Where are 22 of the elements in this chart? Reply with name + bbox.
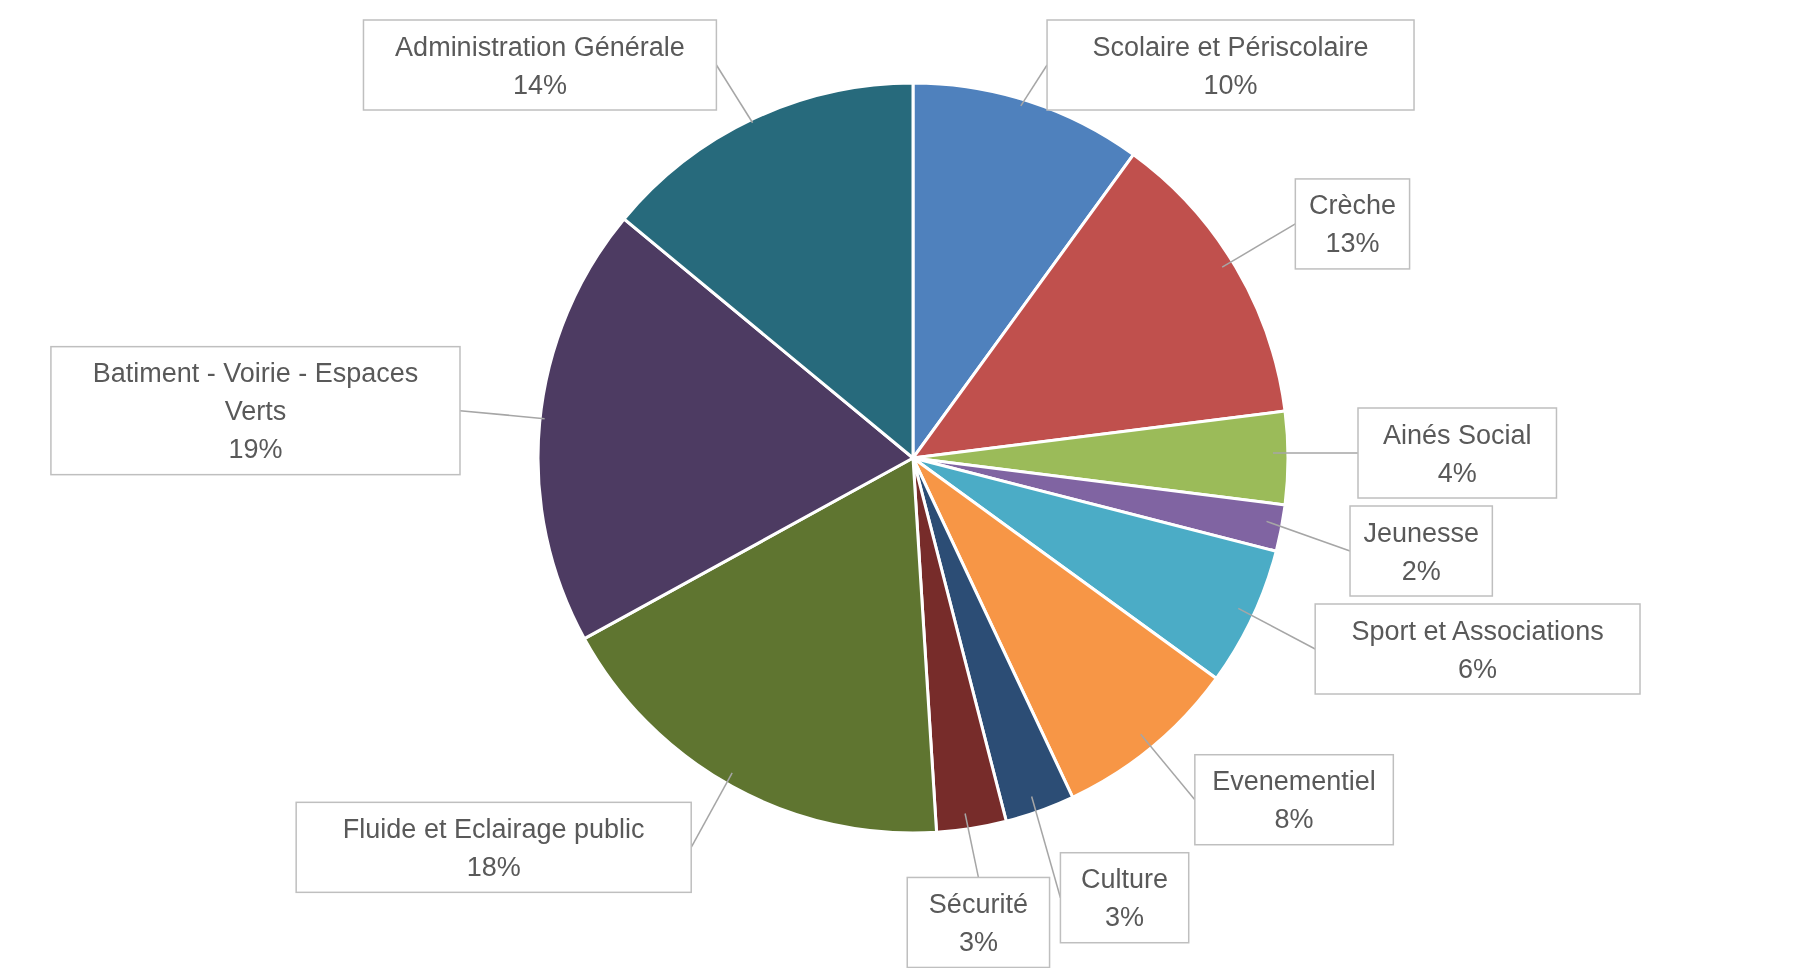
data-label: 10% [1203,69,1258,100]
slice-label: Ainés Social [1382,419,1532,450]
data-label: 14% [512,69,567,100]
data-label: 6% [1458,653,1498,684]
slice-label: Batiment - Voirie - Espaces Verts [92,358,419,427]
data-label: 2% [1401,555,1441,586]
slice-label: Jeunesse [1363,517,1479,548]
data-label: 18% [466,851,521,882]
data-label: 4% [1437,457,1477,488]
slice-label: Evenementiel [1212,766,1376,797]
slice-label: Administration Générale [395,31,685,62]
data-label: 3% [1105,902,1145,933]
slice-label: Sport et Associations [1351,615,1604,646]
data-label: 8% [1274,804,1314,835]
slice-label: Sécurité [928,888,1028,919]
data-label: 13% [1325,228,1380,259]
slice-label: Culture [1081,864,1169,895]
data-label: 19% [228,434,283,465]
slice-label: Scolaire et Périscolaire [1092,31,1369,62]
slice-label: Fluide et Eclairage public [342,813,645,844]
slice-label: Crèche [1308,190,1396,221]
data-label: 3% [958,926,998,957]
